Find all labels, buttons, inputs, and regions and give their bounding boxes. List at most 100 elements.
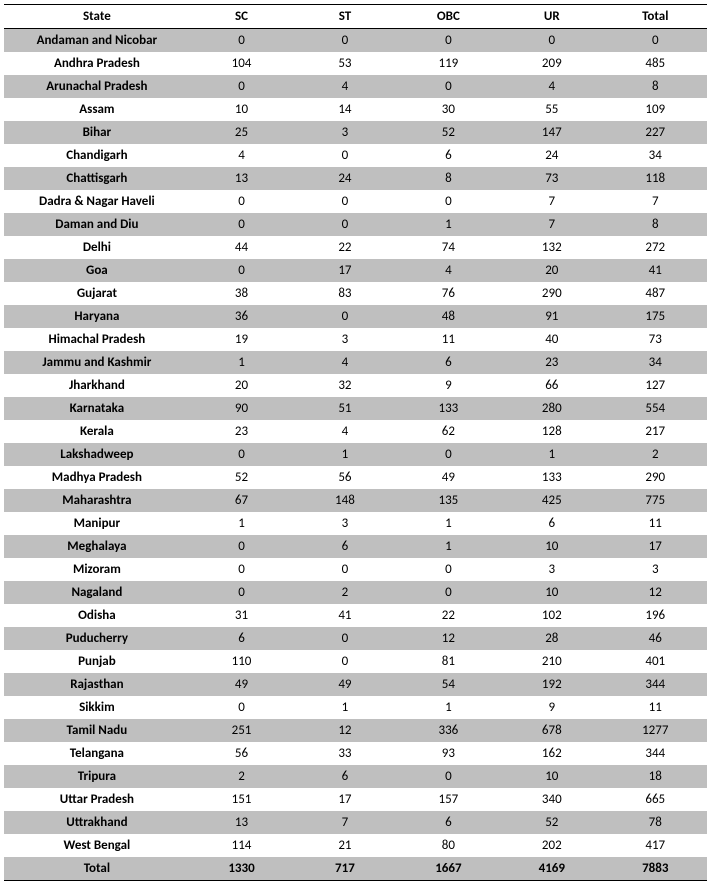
value-cell: 157 bbox=[397, 788, 500, 811]
value-cell: 110 bbox=[190, 650, 293, 673]
value-cell: 10 bbox=[500, 535, 603, 558]
state-cell: Uttar Pradesh bbox=[4, 788, 190, 811]
value-cell: 3 bbox=[604, 558, 707, 581]
table-row: Jharkhand2032966127 bbox=[4, 374, 707, 397]
value-cell: 210 bbox=[500, 650, 603, 673]
state-cell: West Bengal bbox=[4, 834, 190, 857]
table-row: Sikkim011911 bbox=[4, 696, 707, 719]
value-cell: 11 bbox=[604, 512, 707, 535]
value-cell: 192 bbox=[500, 673, 603, 696]
value-cell: 49 bbox=[293, 673, 396, 696]
value-cell: 12 bbox=[293, 719, 396, 742]
value-cell: 44 bbox=[190, 236, 293, 259]
value-cell: 21 bbox=[293, 834, 396, 857]
col-header-obc: OBC bbox=[397, 5, 500, 29]
table-row: Uttar Pradesh15117157340665 bbox=[4, 788, 707, 811]
table-row: Dadra & Nagar Haveli00077 bbox=[4, 190, 707, 213]
value-cell: 4 bbox=[190, 144, 293, 167]
value-cell: 336 bbox=[397, 719, 500, 742]
table-row: Himachal Pradesh193114073 bbox=[4, 328, 707, 351]
value-cell: 23 bbox=[500, 351, 603, 374]
value-cell: 4 bbox=[397, 259, 500, 282]
table-row: West Bengal1142180202417 bbox=[4, 834, 707, 857]
value-cell: 775 bbox=[604, 489, 707, 512]
value-cell: 104 bbox=[190, 52, 293, 75]
value-cell: 227 bbox=[604, 121, 707, 144]
state-cell: Gujarat bbox=[4, 282, 190, 305]
state-cell: Tripura bbox=[4, 765, 190, 788]
value-cell: 49 bbox=[397, 466, 500, 489]
value-cell: 52 bbox=[190, 466, 293, 489]
value-cell: 1 bbox=[190, 512, 293, 535]
value-cell: 0 bbox=[397, 581, 500, 604]
total-value-cell: 1330 bbox=[190, 857, 293, 881]
table-row: Maharashtra67148135425775 bbox=[4, 489, 707, 512]
value-cell: 20 bbox=[500, 259, 603, 282]
value-cell: 2 bbox=[604, 443, 707, 466]
value-cell: 0 bbox=[190, 190, 293, 213]
value-cell: 196 bbox=[604, 604, 707, 627]
table-row: Andhra Pradesh10453119209485 bbox=[4, 52, 707, 75]
value-cell: 34 bbox=[604, 351, 707, 374]
table-row: Kerala23462128217 bbox=[4, 420, 707, 443]
value-cell: 76 bbox=[397, 282, 500, 305]
value-cell: 40 bbox=[500, 328, 603, 351]
value-cell: 91 bbox=[500, 305, 603, 328]
value-cell: 3 bbox=[293, 512, 396, 535]
value-cell: 118 bbox=[604, 167, 707, 190]
state-cell: Chandigarh bbox=[4, 144, 190, 167]
value-cell: 114 bbox=[190, 834, 293, 857]
value-cell: 54 bbox=[397, 673, 500, 696]
value-cell: 73 bbox=[604, 328, 707, 351]
value-cell: 1 bbox=[293, 696, 396, 719]
table-total-row: Total1330717166741697883 bbox=[4, 857, 707, 881]
value-cell: 56 bbox=[293, 466, 396, 489]
value-cell: 6 bbox=[500, 512, 603, 535]
value-cell: 0 bbox=[397, 443, 500, 466]
table-row: Tamil Nadu251123366781277 bbox=[4, 719, 707, 742]
value-cell: 202 bbox=[500, 834, 603, 857]
value-cell: 127 bbox=[604, 374, 707, 397]
value-cell: 6 bbox=[397, 144, 500, 167]
value-cell: 1277 bbox=[604, 719, 707, 742]
state-cell: Manipur bbox=[4, 512, 190, 535]
value-cell: 290 bbox=[604, 466, 707, 489]
value-cell: 340 bbox=[500, 788, 603, 811]
value-cell: 1 bbox=[293, 443, 396, 466]
value-cell: 14 bbox=[293, 98, 396, 121]
value-cell: 401 bbox=[604, 650, 707, 673]
value-cell: 33 bbox=[293, 742, 396, 765]
value-cell: 56 bbox=[190, 742, 293, 765]
value-cell: 1 bbox=[500, 443, 603, 466]
value-cell: 135 bbox=[397, 489, 500, 512]
value-cell: 73 bbox=[500, 167, 603, 190]
value-cell: 24 bbox=[293, 167, 396, 190]
value-cell: 485 bbox=[604, 52, 707, 75]
value-cell: 1 bbox=[397, 535, 500, 558]
value-cell: 4 bbox=[500, 75, 603, 98]
state-cell: Punjab bbox=[4, 650, 190, 673]
value-cell: 52 bbox=[397, 121, 500, 144]
value-cell: 2 bbox=[190, 765, 293, 788]
table-row: Uttrakhand13765278 bbox=[4, 811, 707, 834]
value-cell: 10 bbox=[500, 765, 603, 788]
value-cell: 0 bbox=[293, 213, 396, 236]
value-cell: 678 bbox=[500, 719, 603, 742]
table-row: Madhya Pradesh525649133290 bbox=[4, 466, 707, 489]
value-cell: 17 bbox=[293, 788, 396, 811]
value-cell: 0 bbox=[500, 29, 603, 53]
value-cell: 67 bbox=[190, 489, 293, 512]
value-cell: 554 bbox=[604, 397, 707, 420]
value-cell: 51 bbox=[293, 397, 396, 420]
value-cell: 17 bbox=[293, 259, 396, 282]
value-cell: 147 bbox=[500, 121, 603, 144]
value-cell: 1 bbox=[397, 696, 500, 719]
value-cell: 0 bbox=[190, 558, 293, 581]
state-cell: Maharashtra bbox=[4, 489, 190, 512]
table-row: Meghalaya0611017 bbox=[4, 535, 707, 558]
table-row: Puducherry60122846 bbox=[4, 627, 707, 650]
total-value-cell: 1667 bbox=[397, 857, 500, 881]
table-row: Telangana563393162344 bbox=[4, 742, 707, 765]
value-cell: 6 bbox=[190, 627, 293, 650]
value-cell: 665 bbox=[604, 788, 707, 811]
